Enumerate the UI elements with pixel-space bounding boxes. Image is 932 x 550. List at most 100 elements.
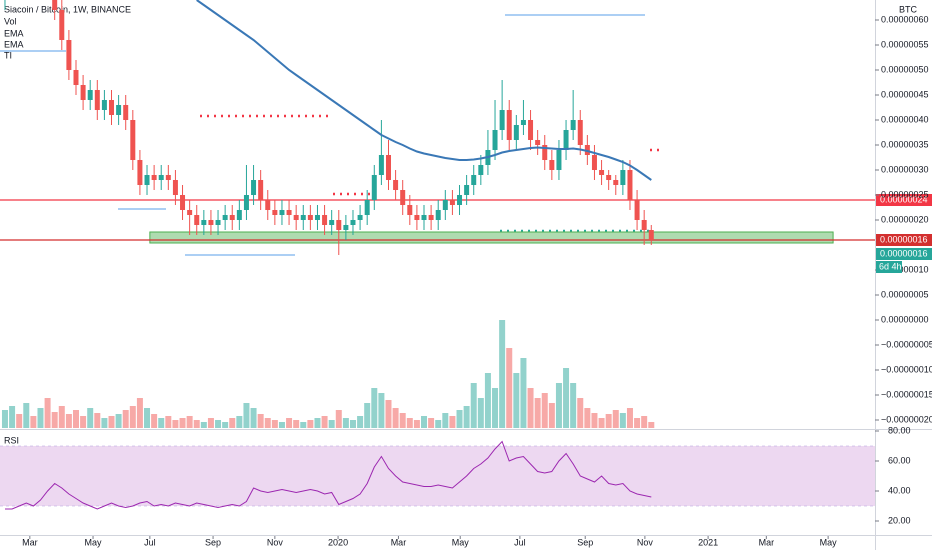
volume-bar xyxy=(626,408,633,428)
countdown-label: 6d 4h xyxy=(879,261,902,271)
volume-bar xyxy=(641,416,648,428)
volume-bar xyxy=(421,416,428,428)
y-tick-label: 0.00000000 xyxy=(881,314,929,324)
volume-bar xyxy=(87,408,94,428)
y-tick-label: 0.00000020 xyxy=(881,214,929,224)
volume-bar xyxy=(200,422,207,428)
candle-body xyxy=(641,220,647,230)
indicator-name: EMA xyxy=(4,28,24,38)
candle-body xyxy=(87,90,93,100)
volume-bar xyxy=(229,418,236,428)
y-tick-label: 0.00000050 xyxy=(881,64,929,74)
candle-body xyxy=(59,10,65,40)
rsi-tick-label: 40.00 xyxy=(888,485,911,495)
volume-bar xyxy=(371,388,378,428)
y-tick-label: 0.00000030 xyxy=(881,164,929,174)
y-tick-label: 0.00000010 xyxy=(881,264,929,274)
candle-body xyxy=(293,215,299,220)
y-tick-label: −0.00000015 xyxy=(881,389,932,399)
volume-bar xyxy=(492,388,499,428)
volume-bar xyxy=(207,418,214,428)
volume-bar xyxy=(463,406,470,428)
y-tick-label: 0.00000055 xyxy=(881,39,929,49)
candle-body xyxy=(158,175,164,180)
x-tick-label: Sep xyxy=(205,537,221,547)
indicator-name: TI xyxy=(4,50,12,60)
candle-body xyxy=(414,215,420,220)
volume-bar xyxy=(584,408,591,428)
volume-bar xyxy=(115,414,122,428)
candle-body xyxy=(208,220,214,225)
candle-body xyxy=(172,180,178,195)
support-zone xyxy=(149,231,834,244)
candle-body xyxy=(236,210,242,220)
candle-body xyxy=(591,155,597,170)
y-tick-label: −0.00000010 xyxy=(881,364,932,374)
volume-bar xyxy=(222,422,229,428)
volume-bar xyxy=(634,418,641,428)
volume-bar xyxy=(314,418,321,428)
volume-bar xyxy=(435,420,442,428)
volume-bar xyxy=(122,410,129,428)
y-tick-label: −0.00000020 xyxy=(881,414,932,424)
volume-bar xyxy=(9,406,16,428)
candle-body xyxy=(279,210,285,215)
candle-body xyxy=(94,90,100,110)
volume-bar xyxy=(449,416,456,428)
volume-bar xyxy=(527,388,534,428)
candle-body xyxy=(322,215,328,225)
volume-bar xyxy=(16,414,23,428)
candle-body xyxy=(251,180,257,195)
candle-body xyxy=(123,105,129,120)
volume-bar xyxy=(257,414,264,428)
volume-bar xyxy=(406,418,413,428)
candle-body xyxy=(137,160,143,185)
volume-bar xyxy=(335,410,342,428)
candle-body xyxy=(563,130,569,150)
volume-bar xyxy=(307,420,314,428)
candle-body xyxy=(243,195,249,210)
candle-body xyxy=(378,155,384,175)
x-tick-label: Nov xyxy=(267,537,284,547)
x-tick-label: Jul xyxy=(144,537,156,547)
candle-body xyxy=(101,100,107,110)
volume-bar xyxy=(264,418,271,428)
candle-body xyxy=(364,200,370,215)
volume-bar xyxy=(378,393,385,428)
candle-body xyxy=(52,0,58,10)
volume-bar xyxy=(108,416,115,428)
volume-bar xyxy=(293,420,300,428)
x-tick-label: Mar xyxy=(391,537,407,547)
volume-bar xyxy=(250,408,257,428)
candle-body xyxy=(357,215,363,220)
y-tick-label: 0.00000025 xyxy=(881,189,929,199)
x-tick-label: Mar xyxy=(759,537,775,547)
volume-bar xyxy=(648,422,655,428)
x-tick-label: Sep xyxy=(577,537,593,547)
volume-bar xyxy=(51,412,58,428)
volume-bar xyxy=(563,368,570,428)
candle-body xyxy=(577,120,583,145)
rsi-band xyxy=(0,446,875,506)
candle-body xyxy=(499,110,505,130)
x-tick-label: May xyxy=(85,537,103,547)
candle-body xyxy=(449,200,455,205)
rsi-tick-label: 60.00 xyxy=(888,455,911,465)
decorations xyxy=(0,14,662,256)
candle-body xyxy=(314,215,320,220)
volume-bar xyxy=(506,348,513,428)
volume-bar xyxy=(158,418,165,428)
candle-body xyxy=(506,110,512,140)
volume-bar xyxy=(44,398,51,428)
volume-bar xyxy=(58,406,65,428)
candle-body xyxy=(606,175,612,180)
indicator-name: EMA xyxy=(4,39,24,49)
volume-bar xyxy=(94,413,101,428)
candle-body xyxy=(478,165,484,175)
volume-bar xyxy=(136,398,143,428)
ema-line xyxy=(196,0,652,181)
volume-bar xyxy=(286,418,293,428)
volume-bar xyxy=(215,420,222,428)
